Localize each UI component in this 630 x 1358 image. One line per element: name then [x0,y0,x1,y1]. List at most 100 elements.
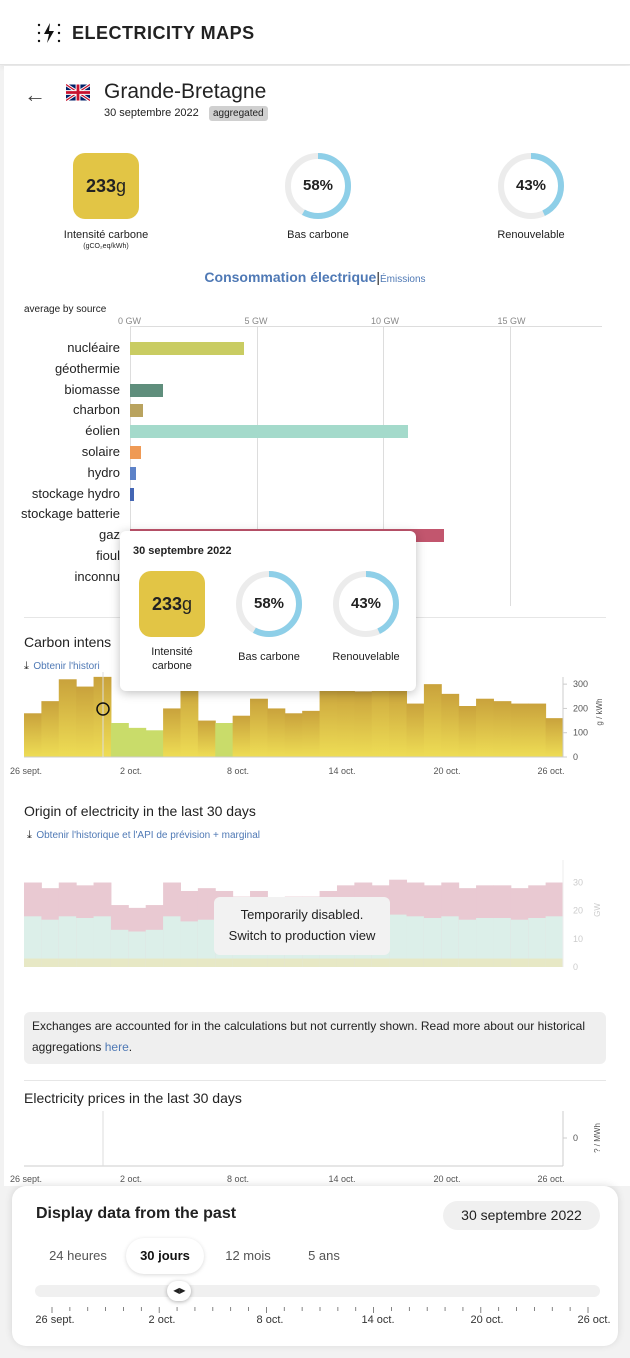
bar-axis-tick: 0 GW [118,316,142,326]
consumption-toggle[interactable]: Consommation électrique [204,269,377,285]
tooltip-renewable-value: 43% [350,595,382,612]
origin-nuclear-area [145,958,164,967]
bar-label: stockage hydro [31,485,120,501]
bar-gridline [256,326,258,606]
time-range-tabs: 24 heures 30 jours 12 mois 5 ans [36,1238,596,1274]
origin-history-link[interactable]: Obtenir l'historique et l'API de prévisi… [36,830,260,841]
carbon-intensity-label: Intensité carbone [63,229,149,241]
bar-6[interactable] [130,466,137,480]
prices-section-title: Electricity prices in the last 30 days [24,1090,242,1106]
bar-0[interactable] [130,342,244,355]
slider-tick-label: 26 oct. [577,1314,610,1326]
origin-wind-area [128,931,147,967]
renewable-label: Renouvelable [497,229,565,241]
carbon-y-tick: 300 [573,679,588,689]
time-slider-track[interactable] [35,1285,600,1297]
bar-axis-tick: 15 GW [497,316,526,326]
origin-nuclear-area [389,958,408,967]
bar-label: inconnu [74,568,120,584]
origin-nuclear-area [458,958,477,967]
carbon-bar [371,679,390,757]
time-tab-3[interactable]: 5 ans [308,1248,340,1263]
price-x-tick: 14 oct. [328,1174,355,1184]
origin-wind-area [197,919,216,967]
origin-nuclear-area [163,958,181,967]
origin-nuclear-area [423,958,442,967]
price-x-tick: 26 oct. [537,1174,564,1184]
origin-nuclear-area [110,958,129,967]
slider-tick-label: 14 oct. [361,1314,394,1326]
carbon-y-tick: 100 [573,728,588,738]
bar-2[interactable] [130,383,163,397]
renewable-ring [498,153,564,219]
origin-wind-area [58,916,77,967]
carbon-bar [41,701,60,757]
lightning-bolt-icon [37,23,61,43]
price-x-tick: 8 oct. [227,1174,249,1184]
carbon-bar [250,698,268,757]
tooltip-low-carbon-value: 58% [253,595,285,612]
time-slider-ticks: 26 sept. 2 oct. 8 oct. 14 oct. 20 oct. 26 oct… [35,1307,611,1326]
bar-label: hydro [87,464,120,480]
carbon-x-tick: 20 oct. [433,766,460,776]
carbon-bar [493,701,512,757]
bar-axis-tick: 10 GW [371,316,400,326]
emissions-toggle[interactable]: Émissions [379,274,426,285]
bar-7[interactable] [130,487,134,501]
disabled-line-2[interactable]: Switch to production view [228,928,376,943]
carbon-history-link-row[interactable]: ⤓ Obtenir l'histori [24,656,100,674]
origin-wind-area [145,929,164,967]
carbon-y-tick: 200 [573,703,588,713]
bar-label: éolien [85,423,120,439]
renewable-value: 43% [515,177,547,194]
carbon-history-link[interactable]: Obtenir l'histori [33,661,100,672]
carbon-bar [476,698,494,757]
bar-5[interactable] [130,446,142,459]
carbon-x-tick: 14 oct. [328,766,355,776]
bar-label: biomasse [64,381,120,397]
slider-tick-label: 20 oct. [470,1314,503,1326]
tooltip-carbon-box: 233 g [139,571,205,637]
origin-nuclear-area [58,958,77,967]
time-tab-0[interactable]: 24 heures [49,1248,107,1263]
origin-wind-area [93,916,112,967]
carbon-bar [302,710,321,757]
carbon-x-tick: 2 oct. [120,766,142,776]
time-slider-thumb[interactable]: ◀▶ [167,1281,192,1301]
time-tab-1[interactable]: 30 jours [126,1238,204,1274]
price-chart: 0 ? / MWh 26 sept. 2 oct. 8 oct. 14 oct. 20 oc… [10,1111,602,1184]
carbon-bar [215,723,234,757]
app-logo-text[interactable]: ELECTRICITY MAPS [72,23,255,43]
display-toggle: Consommation électrique|Émissions [0,269,630,285]
price-y-tick: 0 [573,1133,578,1143]
carbon-bar [58,679,77,757]
notice-text: Exchanges are accounted for in the calcu… [32,1019,585,1054]
carbon-intensity-chart[interactable]: 300 200 100 0 g / kWh 26 sept. 2 oct. 8 oct. 14 … [0,672,630,782]
tooltip-date: 30 septembre 2022 [133,545,232,557]
carbon-cursor-dot[interactable] [96,702,110,716]
bar-3[interactable] [130,404,143,418]
bar-axis-line [130,326,602,327]
bar-chart-title: average by source [24,304,107,315]
price-y-unit: ? / MWh [593,1123,602,1153]
origin-wind-area [41,919,60,967]
origin-nuclear-area [232,958,251,967]
download-icon: ⤓ [27,829,32,841]
notice-link[interactable]: here [104,1040,129,1054]
carbon-bar [24,713,42,757]
selected-date-pill[interactable]: 30 septembre 2022 [443,1201,600,1230]
origin-y-tick: 10 [573,934,583,944]
bar-4[interactable] [130,425,409,439]
carbon-intensity-unit: g [116,175,127,196]
origin-history-link-row[interactable]: ⤓ Obtenir l'historique et l'API de prévi… [27,825,260,843]
time-tab-2[interactable]: 12 mois [225,1248,271,1263]
bar-gridline [383,326,384,606]
origin-wind-area [110,929,129,967]
origin-nuclear-area [493,958,512,967]
exchanges-notice: Exchanges are accounted for in the calcu… [24,1012,606,1064]
origin-nuclear-area [302,958,321,967]
arrow-left-icon[interactable]: ← [24,82,46,107]
zone-name: Grande-Bretagne [104,80,267,103]
carbon-bar [354,691,373,757]
origin-nuclear-area [267,958,286,967]
